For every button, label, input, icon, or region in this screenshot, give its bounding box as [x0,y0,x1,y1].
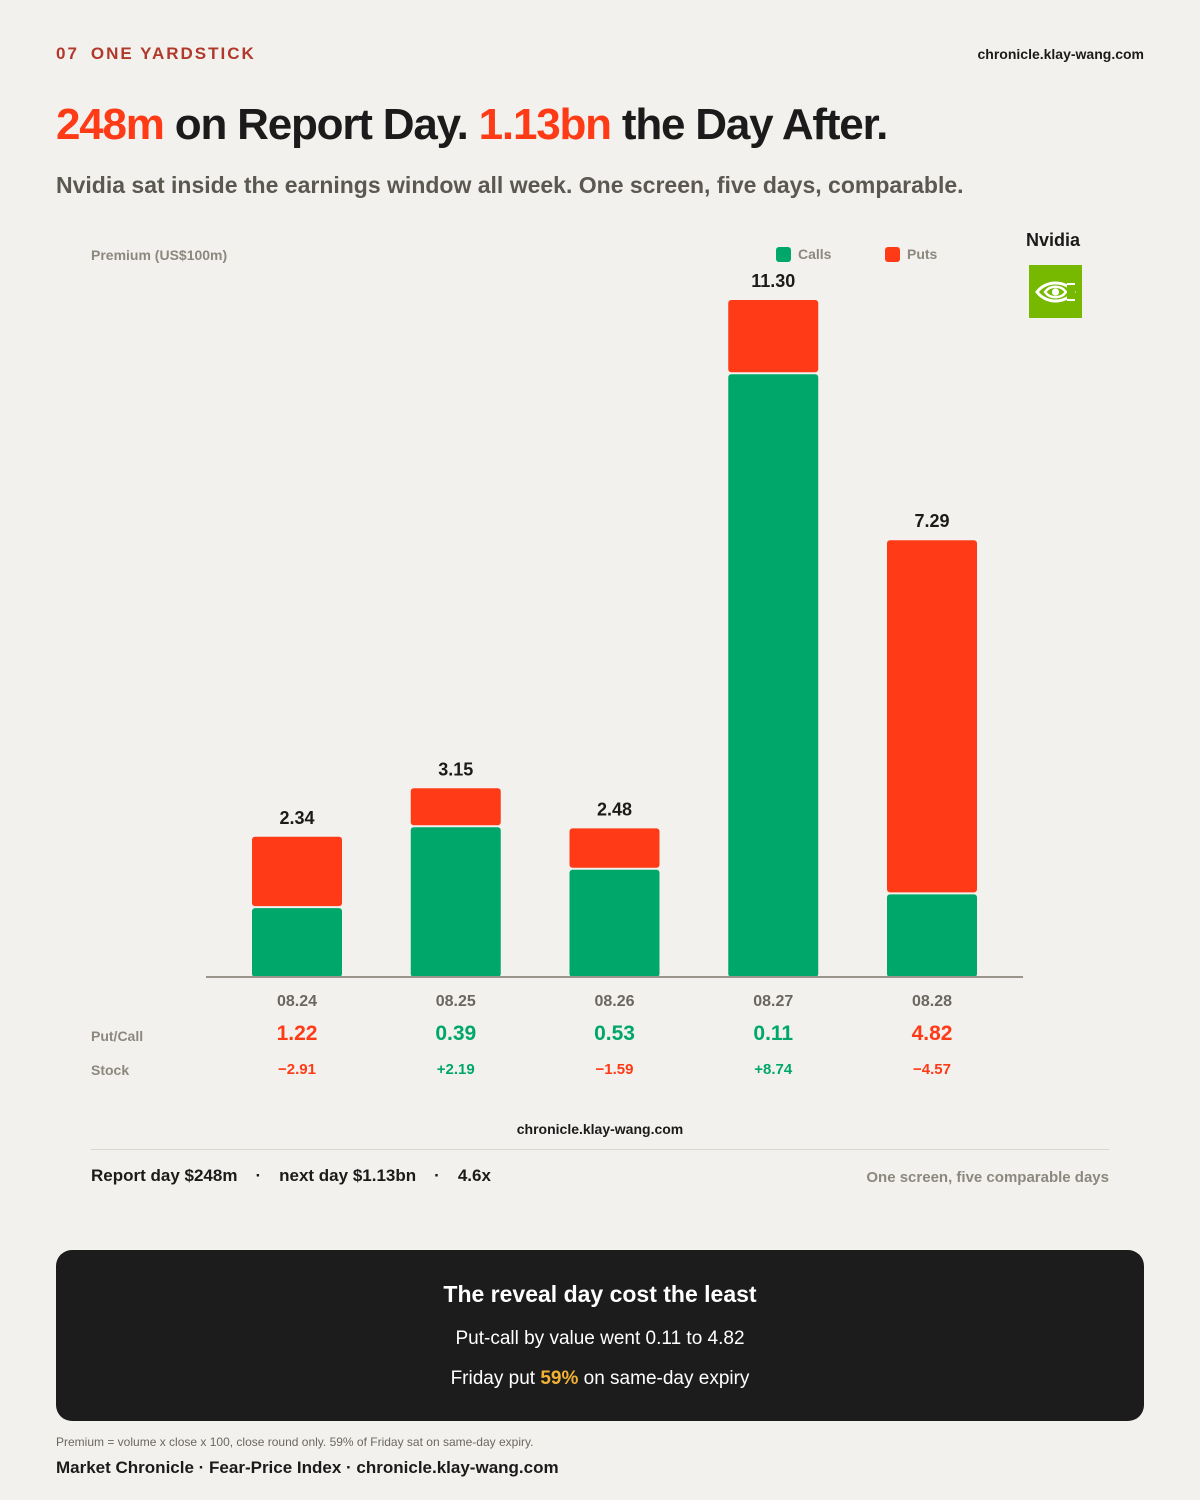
bar-total-label-08.25: 3.15 [438,759,473,779]
section-number: 07 [56,44,79,63]
callout-line-2: Friday put 59% on same-day expiry [56,1368,1144,1390]
put-call-value-08.25: 0.39 [435,1022,477,1045]
x-tick-label-08.25: 08.25 [436,993,476,1010]
put-call-value-08.27: 0.11 [753,1022,794,1045]
legend-label-calls: Calls [798,246,832,262]
bar-total-label-08.24: 2.34 [279,808,314,828]
x-tick-label-08.28: 08.28 [912,993,952,1010]
x-tick-label-08.27: 08.27 [753,993,793,1010]
section-kicker: 07 ONE YARDSTICK [56,44,256,64]
legend-label-puts: Puts [907,246,938,262]
x-tick-label-08.24: 08.24 [277,993,317,1010]
callout-title: The reveal day cost the least [443,1281,757,1307]
stat-report-day: Report day $248m [91,1166,238,1185]
nvidia-logo [1029,265,1082,318]
put-call-value-08.26: 0.53 [594,1022,635,1045]
bar-puts-08.28 [887,540,977,893]
legend-swatch-calls [776,246,791,262]
nvidia-eye-icon [1035,280,1076,304]
stock-change-value-08.25: +2.19 [436,1061,475,1078]
stock-change-value-08.27: +8.74 [754,1061,793,1078]
section-label: ONE YARDSTICK [90,44,256,63]
site-url-mid[interactable]: chronicle.klay-wang.com [516,1121,684,1137]
stock-change-value-08.26: −1.59 [595,1061,634,1078]
bar-calls-08.28 [887,894,977,977]
stat-ratio: 4.6x [457,1166,491,1185]
callout-line-1: Put-call by value went 0.11 to 4.82 [455,1328,745,1349]
bar-puts-08.27 [728,300,819,373]
x-tick-label-08.26: 08.26 [594,993,634,1010]
site-url-top[interactable]: chronicle.klay-wang.com [977,46,1145,62]
brand-name: Nvidia [1026,230,1081,250]
stat-next-day: next day $1.13bn [279,1166,417,1185]
bar-calls-08.25 [410,827,501,977]
bar-puts-08.24 [252,836,342,907]
callout-line-2-after: on same-day expiry [578,1368,750,1389]
footer-credit: Market Chronicle · Fear-Price Index · ch… [56,1458,559,1477]
headline-next-day-value: 1.13bn [478,100,612,149]
legend-item-puts: Puts [885,244,937,264]
headline: 248m on Report Day. 1.13bn the Day After… [56,100,888,150]
headline-text-1: on Report Day. [163,100,479,149]
stats-line: Report day $248m · next day $1.13bn · 4.… [91,1166,491,1186]
bar-total-label-08.27: 11.30 [751,271,795,291]
bar-calls-08.26 [569,869,660,977]
headline-text-2: the Day After. [610,100,888,149]
legend-swatch-puts [885,246,900,262]
y-axis-unit-label: Premium (US$100m) [91,247,228,263]
put-call-value-08.24: 1.22 [276,1022,318,1045]
stock-change-value-08.28: −4.57 [913,1061,951,1078]
callout-line-2-before: Friday put [450,1368,541,1389]
stat-separator: · [255,1166,262,1185]
bar-total-label-08.26: 2.48 [597,799,632,819]
stock-row-label: Stock [91,1062,130,1078]
bar-calls-08.27 [728,374,819,977]
bar-puts-08.26 [569,828,660,868]
headline-report-day-value: 248m [56,100,165,149]
bar-total-label-08.28: 7.29 [914,511,949,531]
legend-item-calls: Calls [776,244,831,264]
callout-box: The reveal day cost the least Put-call b… [56,1250,1144,1421]
bar-calls-08.24 [252,908,342,977]
divider [91,1149,1109,1150]
put-call-row-label: Put/Call [91,1028,144,1044]
put-call-value-08.28: 4.82 [911,1022,953,1045]
callout-highlight: 59% [540,1368,579,1389]
stat-separator: · [434,1166,440,1185]
stats-note: One screen, five comparable days [866,1169,1109,1186]
footnote: Premium = volume x close x 100, close ro… [56,1435,534,1449]
stock-change-value-08.24: −2.91 [278,1061,316,1078]
bar-puts-08.25 [410,788,501,826]
subhead: Nvidia sat inside the earnings window al… [56,172,964,198]
